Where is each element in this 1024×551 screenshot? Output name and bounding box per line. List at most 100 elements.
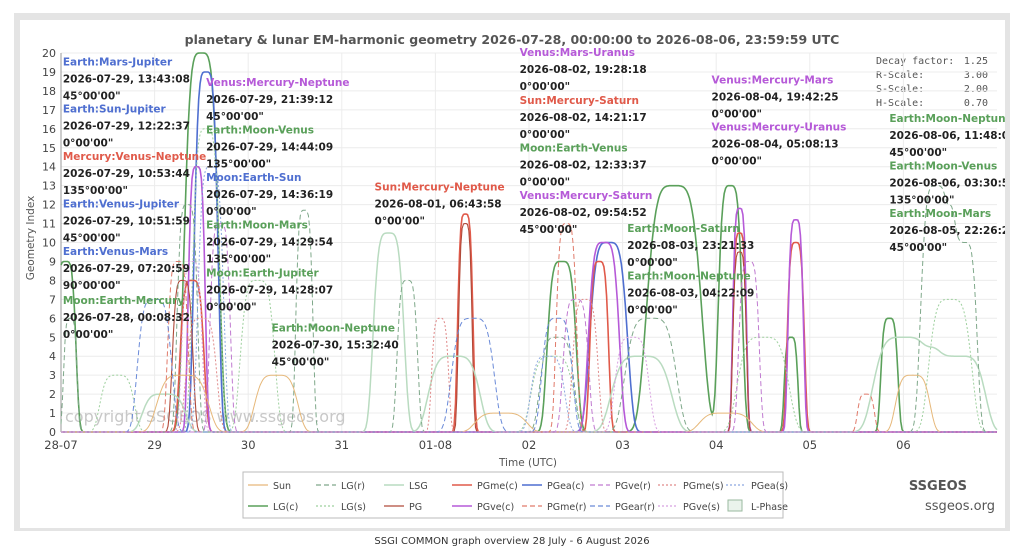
param-hscale-label: H-Scale: xyxy=(876,98,924,109)
annotation-name: Venus:Mercury-Neptune xyxy=(206,77,349,89)
param-decay-label: Decay factor: xyxy=(876,56,954,67)
legend-label: PGve(s) xyxy=(683,502,720,513)
annotation: Earth:Moon-Saturn 2026-08-03, 23:21:33 0°0… xyxy=(627,223,754,269)
legend-label: LSG xyxy=(409,481,428,492)
annotation-angle: 45°00'00" xyxy=(63,90,121,102)
watermark: copyright SSGEOS www.ssgeos.org xyxy=(65,407,346,426)
legend-label: LG(s) xyxy=(341,502,366,513)
legend-label: PGve(r) xyxy=(615,481,651,492)
legend-label: LG(c) xyxy=(273,502,298,513)
annotation-date: 2026-08-04, 05:08:13 xyxy=(712,139,839,151)
annotation-date: 2026-07-29, 12:22:37 xyxy=(63,121,190,133)
annotation-date: 2026-08-03, 04:22:09 xyxy=(627,287,754,299)
annotation-name: Earth:Moon-Saturn xyxy=(627,223,740,235)
annotation-angle: 90°00'00" xyxy=(63,280,121,292)
annotation-angle: 45°00'00" xyxy=(520,224,578,236)
x-tick-label: 02 xyxy=(522,438,537,452)
legend-item: Sun xyxy=(248,481,291,492)
annotation-name: Earth:Moon-Mars xyxy=(889,208,991,220)
annotation-angle: 45°00'00" xyxy=(206,111,264,123)
legend-label: LG(r) xyxy=(341,481,365,492)
legend-label: PGme(c) xyxy=(477,481,518,492)
annotation-angle: 45°00'00" xyxy=(272,357,330,369)
annotation-date: 2026-08-03, 23:21:33 xyxy=(627,240,754,252)
y-tick-label: 10 xyxy=(42,237,56,250)
annotation-name: Mercury:Venus-Neptune xyxy=(63,151,206,163)
annotation-date: 2026-07-29, 14:44:09 xyxy=(206,142,333,154)
annotation-name: Earth:Moon-Neptune xyxy=(889,113,1005,125)
annotation-name: Moon:Earth-Sun xyxy=(206,172,301,184)
annotation-date: 2026-08-02, 09:54:52 xyxy=(520,207,647,219)
x-tick-label: 01-08 xyxy=(419,438,452,452)
y-tick-label: 5 xyxy=(49,331,56,344)
annotation-angle: 0°00'00" xyxy=(206,206,256,218)
annotation-angle: 135°00'00" xyxy=(206,159,271,171)
annotation: Earth:Sun-Jupiter 2026-07-29, 12:22:37 0°0… xyxy=(63,104,190,150)
legend-item: PGve(c) xyxy=(452,502,514,513)
legend-label: PGme(r) xyxy=(547,502,587,513)
grid xyxy=(60,52,997,433)
annotation-name: Venus:Mercury-Mars xyxy=(712,74,834,86)
figure-caption: SSGI COMMON graph overview 28 July - 6 A… xyxy=(374,536,650,547)
param-sscale-label: S-Scale: xyxy=(876,84,924,95)
x-tick-label: 29 xyxy=(147,438,162,452)
y-tick-label: 1 xyxy=(49,407,56,420)
annotation-angle: 0°00'00" xyxy=(712,108,762,120)
annotation-date: 2026-08-02, 19:28:18 xyxy=(520,64,647,76)
y-tick-label: 6 xyxy=(49,312,56,325)
legend-box xyxy=(242,471,784,519)
annotation: Venus:Mercury-Neptune 2026-07-29, 21:39:1… xyxy=(206,77,349,123)
x-axis-ticks: 28-07 29 30 31 01-08 02 03 04 05 06 xyxy=(44,438,910,452)
legend-item: PGme(s) xyxy=(658,481,724,492)
params-box: Decay factor: 1.25 R-Scale: 3.00 S-Scale… xyxy=(876,56,988,109)
annotation-name: Sun:Mercury-Saturn xyxy=(520,95,639,107)
annotation-name: Moon:Earth-Venus xyxy=(520,143,628,155)
legend-item: PGea(s) xyxy=(726,481,788,492)
annotation: Moon:Earth-Venus 2026-08-02, 12:33:37 0°00… xyxy=(520,143,647,189)
y-tick-label: 16 xyxy=(42,123,56,136)
annotation-angle: 45°00'00" xyxy=(889,242,947,254)
legend-item: LG(r) xyxy=(316,481,365,492)
annotation-angle: 0°00'00" xyxy=(520,81,570,93)
annotation-name: Venus:Mars-Uranus xyxy=(520,47,635,59)
annotation-date: 2026-08-02, 14:21:17 xyxy=(520,112,647,124)
series-line-pgve-r xyxy=(61,222,997,433)
legend-item: LSG xyxy=(384,481,428,492)
x-axis-label: Time (UTC) xyxy=(498,457,557,469)
annotation-name: Earth:Venus-Mars xyxy=(63,246,168,258)
annotation-angle: 0°00'00" xyxy=(627,257,677,269)
geometry-chart: planetary & lunar EM-harmonic geometry 2… xyxy=(25,32,1016,519)
annotation-name: Earth:Mars-Jupiter xyxy=(63,56,173,68)
legend: Sun LG(r) LSG PGme(c) PGea(c) PGve(r) PGme(s) P… xyxy=(242,471,788,519)
y-tick-label: 3 xyxy=(49,369,56,382)
annotation-date: 2026-08-01, 06:43:58 xyxy=(375,198,502,210)
annotation-date: 2026-07-29, 21:39:12 xyxy=(206,94,333,106)
annotation-name: Venus:Mercury-Saturn xyxy=(520,190,653,202)
annotation: Sun:Mercury-Saturn 2026-08-02, 14:21:17 0°… xyxy=(520,95,647,141)
annotation: Earth:Moon-Neptune 2026-07-30, 15:32:40 45… xyxy=(272,323,399,369)
annotation-date: 2026-07-29, 14:36:19 xyxy=(206,189,333,201)
legend-item: PGme(r) xyxy=(522,502,587,513)
annotation: Mercury:Venus-Neptune 2026-07-29, 10:53:4… xyxy=(63,151,206,197)
annotation: Venus:Mars-Uranus 2026-08-02, 19:28:18 0°0… xyxy=(520,47,647,93)
annotation-name: Moon:Earth-Jupiter xyxy=(206,268,319,280)
annotation-name: Earth:Sun-Jupiter xyxy=(63,104,167,116)
annotation: Moon:Earth-Jupiter 2026-07-29, 14:28:07 0°… xyxy=(206,268,333,314)
x-tick-label: 28-07 xyxy=(44,438,77,452)
annotation-angle: 135°00'00" xyxy=(206,253,271,265)
annotation-date: 2026-07-29, 14:28:07 xyxy=(206,285,333,297)
legend-swatch xyxy=(727,499,743,512)
annotation: Earth:Moon-Neptune 2026-08-06, 11:48:02 45… xyxy=(889,113,1016,159)
chart-panel: planetary & lunar EM-harmonic geometry 2… xyxy=(20,20,1016,528)
annotation-angle: 0°00'00" xyxy=(375,215,425,227)
annotation-date: 2026-07-29, 14:29:54 xyxy=(206,236,333,248)
annotation: Earth:Moon-Venus 2026-07-29, 14:44:09 135°… xyxy=(206,125,333,171)
y-tick-label: 20 xyxy=(42,47,56,60)
annotation: Earth:Mars-Jupiter 2026-07-29, 13:43:08 45… xyxy=(63,56,190,102)
annotation-date: 2026-07-28, 00:08:32 xyxy=(63,312,190,324)
legend-label: PGea(s) xyxy=(751,481,788,492)
annotation-date: 2026-07-29, 10:53:44 xyxy=(63,168,190,180)
annotation-angle: 0°00'00" xyxy=(63,329,113,341)
x-tick-label: 03 xyxy=(615,438,630,452)
